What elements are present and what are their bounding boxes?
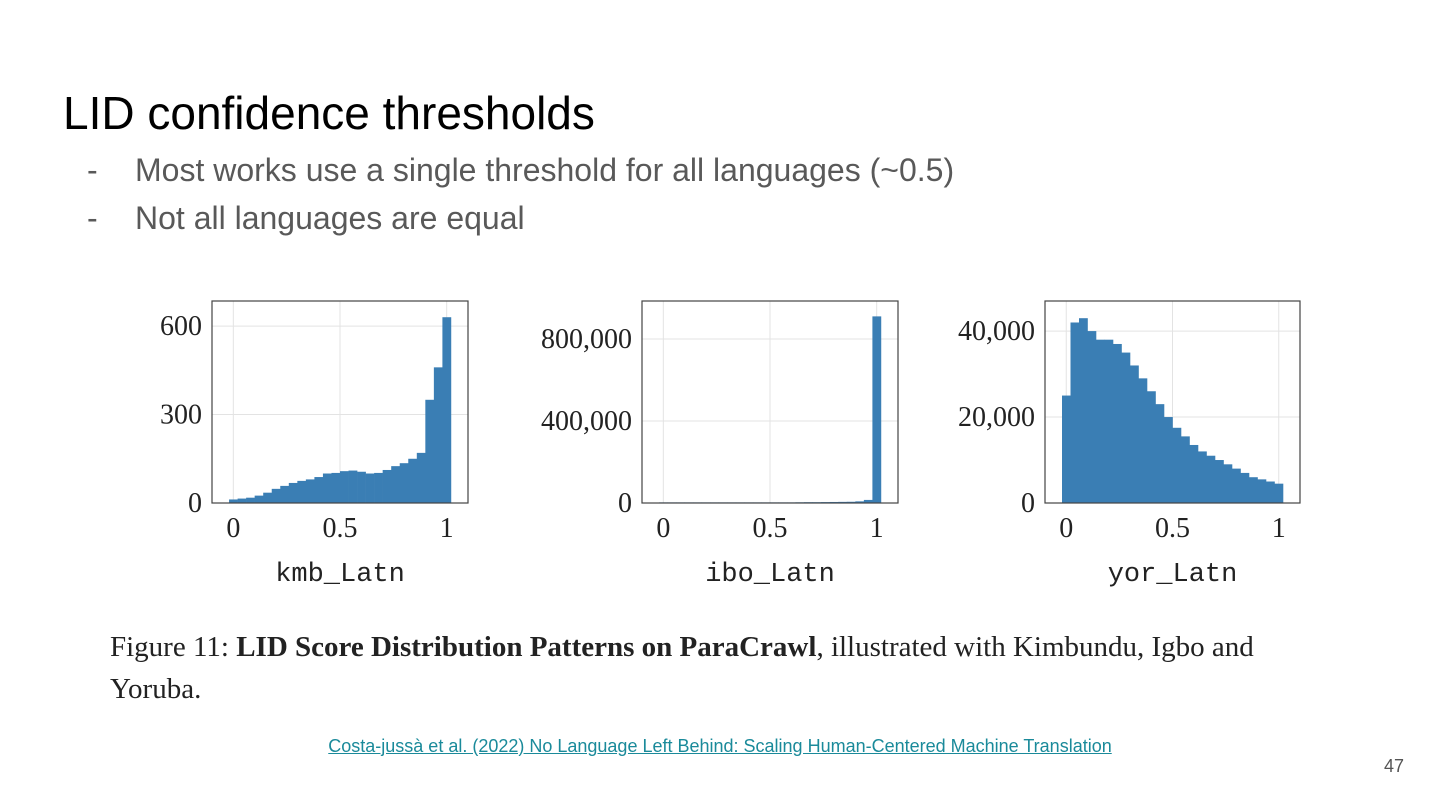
y-tick-label: 400,000 [541,406,632,437]
histogram-bar [280,485,290,503]
histogram-bar [229,499,238,503]
y-tick-label: 0 [618,488,632,519]
histogram-bar [1223,464,1233,503]
histogram-bar [271,488,281,503]
histogram-bar [425,399,435,503]
histogram-bar [1181,436,1190,503]
histogram-bar [1172,427,1182,503]
histogram-bar [1189,444,1199,503]
histogram-bar [855,501,865,503]
histogram-bar [408,458,418,503]
histogram-bar [1249,477,1258,503]
histogram-bar [1266,481,1275,503]
x-tick-label: 0 [1059,513,1073,544]
histogram-bar [1096,339,1105,503]
histogram-bar [1079,318,1088,503]
caption-text: , illustrated with Kimbundu, Igbo and Yo… [110,631,1254,705]
citation: Costa-jussà et al. (2022) No Language Le… [0,736,1440,757]
bullet-text: Most works use a single threshold for al… [135,152,955,188]
histogram-bar [416,452,426,503]
histogram-bar [1138,378,1148,503]
histogram-bar [237,498,247,503]
histogram-bar [1274,483,1284,503]
y-tick-label: 800,000 [541,324,632,355]
histogram-bar [365,473,375,503]
histogram-bar [1206,455,1216,503]
histogram-bar [340,471,349,503]
x-tick-label: 0.5 [753,513,788,544]
x-axis-label: ibo_Latn [705,560,835,590]
histogram-bar [1130,365,1139,503]
y-tick-label: 600 [160,311,202,342]
histogram-bar [1240,472,1250,503]
plot-frame [1044,300,1301,504]
histogram-bar [288,482,298,503]
histogram-bar [331,472,341,503]
histogram-bar [433,367,443,503]
y-tick-label: 40,000 [958,316,1035,347]
histogram-bar [254,495,264,503]
histogram-bar [1104,339,1114,503]
histogram-bar [391,466,401,503]
histogram-bar [1062,395,1071,503]
histogram-bar [1215,460,1224,503]
histogram-bar [1113,343,1122,503]
histogram-bar [1232,468,1241,503]
x-tick-label: 0.5 [323,513,358,544]
bullet-text: Not all languages are equal [135,200,525,236]
histogram-bar [846,501,856,503]
x-tick-label: 1 [440,513,454,544]
histogram-bar [442,317,452,503]
figure-caption: Figure 11: LID Score Distribution Patter… [110,626,1305,710]
x-tick-label: 0.5 [1155,513,1190,544]
caption-label: Figure 11: [110,631,229,663]
histogram-bar [297,480,307,503]
y-tick-label: 0 [188,488,202,519]
x-tick-label: 1 [870,513,884,544]
y-tick-label: 20,000 [958,402,1035,433]
histogram-bar [357,471,366,503]
x-axis-label: yor_Latn [1108,560,1238,590]
x-axis-label: kmb_Latn [275,560,405,590]
histogram-bar [863,499,873,503]
x-tick-label: 1 [1272,513,1286,544]
histogram-bar [1164,417,1173,503]
histogram-bar [314,477,324,503]
histogram-bar [1121,352,1131,503]
page-number: 47 [1384,756,1405,776]
histogram-bar [246,497,255,503]
y-tick-label: 0 [1021,488,1035,519]
histogram-bar [399,463,409,503]
histogram-bar [305,479,315,503]
plot-frame [641,300,899,504]
histogram-bar [1257,479,1267,503]
x-tick-label: 0 [656,513,670,544]
histogram-bar [322,473,332,503]
bullet: - Not all languages are equal [87,200,525,236]
caption-bold: LID Score Distribution Patterns on ParaC… [236,631,817,663]
histogram-bar [382,469,392,503]
histogram-bar [1198,451,1207,503]
histogram-bar [872,316,882,503]
histogram-bar [1070,322,1080,503]
y-tick-label: 300 [160,400,202,431]
bullet-list: - Most works use a single threshold for a… [87,148,954,244]
histogram-bar [374,472,383,503]
histogram-bar [1087,331,1097,503]
bullet: - Most works use a single threshold for a… [87,152,955,188]
slide-title: LID confidence thresholds [63,87,595,139]
plot-frame [211,300,469,504]
histogram-bar [1147,391,1156,503]
citation-link[interactable]: Costa-jussà et al. (2022) No Language Le… [328,736,1112,756]
histogram-bar [1155,404,1165,503]
histogram-bar [263,492,273,503]
x-tick-label: 0 [226,513,240,544]
histogram-bar [348,470,358,503]
figure: 0 300 600 0 0.5 1 kmb_Latn 0 400,000 800,000 0 0.5 1… [160,300,1301,590]
